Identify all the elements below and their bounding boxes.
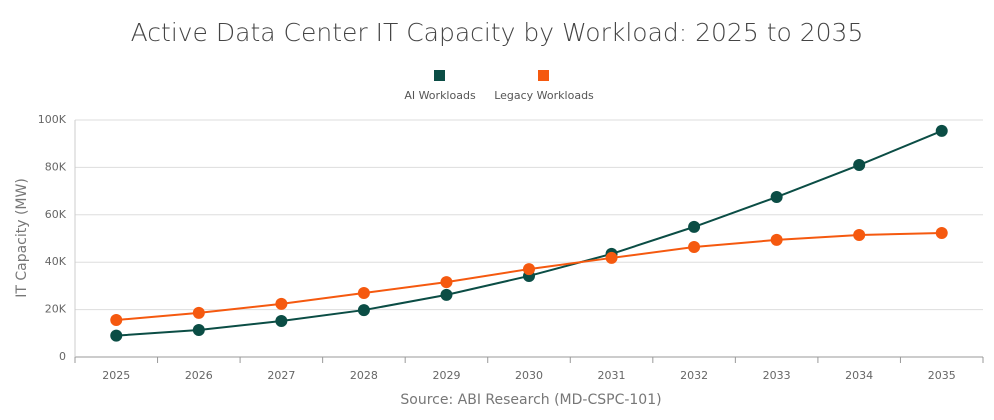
y-tick-label: 0 [59, 350, 66, 363]
x-tick-label: 2034 [845, 369, 873, 382]
data-point [110, 314, 123, 327]
y-tick-label: 20K [45, 303, 67, 316]
x-tick-label: 2027 [267, 369, 295, 382]
data-point [935, 124, 948, 137]
y-tick-label: 100K [38, 113, 67, 126]
x-tick-label: 2025 [102, 369, 130, 382]
data-point [935, 227, 948, 240]
x-tick-label: 2029 [432, 369, 460, 382]
data-point [192, 323, 205, 336]
data-point [110, 329, 123, 342]
y-axis-title: IT Capacity (MW) [14, 178, 30, 298]
data-point [275, 314, 288, 327]
x-tick-label: 2026 [185, 369, 213, 382]
y-tick-label: 80K [45, 160, 67, 173]
data-point [688, 241, 701, 254]
series-line [116, 129, 943, 337]
x-tick-label: 2035 [928, 369, 956, 382]
legend-marker [538, 70, 549, 81]
data-point [523, 263, 535, 276]
y-tick-label: 40K [45, 255, 67, 268]
chart-title: Active Data Center IT Capacity by Worklo… [131, 18, 864, 47]
data-point [853, 159, 866, 172]
x-tick-label: 2032 [680, 369, 708, 382]
data-point [440, 288, 453, 301]
x-tick-label: 2030 [515, 369, 543, 382]
data-point [770, 233, 783, 246]
legend-label: AI Workloads [404, 89, 476, 102]
x-axis-title: Source: ABI Research (MD-CSPC-101) [400, 392, 661, 408]
data-point [853, 228, 866, 241]
data-point [357, 287, 370, 300]
data-point [770, 191, 783, 204]
x-tick-label: 2031 [598, 369, 626, 382]
data-point [605, 251, 618, 264]
legend-label: Legacy Workloads [494, 89, 594, 102]
y-tick-label: 60K [45, 208, 67, 221]
x-tick-label: 2033 [763, 369, 791, 382]
data-point [688, 220, 701, 233]
legend-marker [434, 70, 445, 81]
data-point [192, 306, 205, 319]
data-point [440, 276, 453, 289]
data-point [357, 304, 370, 317]
x-tick-label: 2028 [350, 369, 378, 382]
data-point [275, 297, 288, 310]
